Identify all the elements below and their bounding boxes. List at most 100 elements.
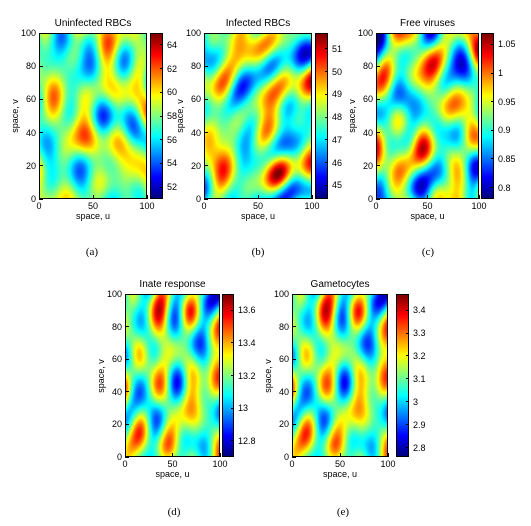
panel-3-xtick-mark [427,195,428,199]
panel-3-title: Free viruses [399,18,456,29]
panel-1-cbar-tick-label: 64 [167,39,178,50]
panel-3-cbar-tick-label: 0.95 [498,96,516,107]
panel-1-xtick-label: 100 [139,201,155,211]
panel-5-ytick-mark [292,358,296,360]
panel-3-ytick-mark [376,98,380,100]
panel-2-ytick-label: 100 [185,28,201,38]
panel-3-cbar-tick-label: 0.85 [498,153,516,164]
panel-3-cbar-tick-mark [491,43,494,45]
panel-5-xlabel: space, u [322,469,358,479]
panel-2-cbar-tick-label: 45 [332,180,343,191]
panel-5-cbar-tick-mark [406,424,409,426]
panel-4-cbar-tick-label: 12.8 [238,435,256,446]
panel-2-xtick-label: 50 [252,201,264,211]
panel-4-xtick-label: 100 [212,459,228,469]
panel-2-title: Infected RBCs [225,18,291,29]
panel-5-cbar-tick-label: 2.8 [413,442,426,453]
panel-4-xtick-label: 0 [122,459,128,469]
panel-1-ytick-mark [39,98,43,100]
panel-4-cbar-tick-mark [231,342,234,344]
panel-1-ytick-label: 20 [25,160,36,171]
panel-3-ytick-label: 40 [362,127,373,138]
panel-3-cbar-tick-mark [491,129,494,131]
panel-2-cbar-tick-label: 50 [332,66,343,77]
panel-3-cbar-tick-mark [491,187,494,189]
panel-1-cbar-tick-label: 58 [167,111,178,121]
panel-4-ytick-label: 100 [106,289,122,299]
panel-1-cbar-tick-mark [160,68,163,70]
panel-2-cbar-tick-label: 47 [332,134,343,145]
panel-2-cbar-tick-mark [325,116,328,118]
panel-2-ytick-label: 0 [195,194,201,204]
panel-4-xtick-mark [172,453,173,457]
panel-3-xtick-label: 50 [422,201,433,211]
panel-4-cbar-tick-mark [231,309,234,311]
panel-1-ytick-label: 80 [25,61,36,72]
panel-5-cbar-tick-mark [406,355,409,357]
panel-4-cbar-tick-mark [231,440,234,442]
panel-5-cbar-tick-label: 3 [413,396,419,407]
panel-5-xtick-mark [291,453,293,457]
panel-3-ytick-label: 60 [362,94,373,105]
panel-5-ytick-label: 80 [278,321,289,332]
panel-1-cbar-tick-mark [160,186,163,188]
panel-4-ytick-label: 20 [111,419,122,430]
panel-2-ytick-label: 40 [190,127,201,138]
panel-2-cbar-tick-mark [325,139,328,141]
panel-2-cbar-tick-label: 48 [332,112,343,123]
panel-1-ytick-mark [39,32,43,34]
panel-5-colorbar [396,294,409,457]
panel-2-cbar-tick-mark [325,93,328,95]
panel-2-cbar-tick-label: 46 [332,157,343,168]
panel-1-caption: (a) [85,246,99,258]
panel-4-cbar-tick-label: 13 [238,403,249,414]
panel-5-xtick-label: 50 [334,459,346,469]
panel-4-xtick-label: 50 [167,459,178,469]
panel-1-xlabel: space, u [75,211,111,221]
panel-3-ytick-mark [376,198,380,200]
panel-3-ytick-label: 0 [367,194,373,204]
panel-2-cbar-tick-label: 49 [332,89,343,100]
panel-5-cbar-tick-label: 3.2 [413,350,426,361]
panel-3-colorbar [481,33,494,199]
panel-4-ytick-label: 0 [116,452,122,462]
panel-5-cbar-tick-label: 3.4 [413,305,426,316]
panel-4-ytick-mark [125,293,129,295]
panel-2-ytick-label: 60 [190,94,201,105]
panel-1-ytick-label: 60 [25,94,36,105]
panel-1-ytick-mark [39,65,43,67]
panel-4-cbar-tick-label: 13.2 [238,370,256,381]
panel-1-cbar-tick-label: 56 [167,134,178,145]
panel-2-cbar-tick-label: 51 [332,43,343,54]
panel-1-xtick-mark [38,195,40,199]
panel-1-ytick-mark [39,165,43,167]
panel-5-ytick-mark [292,326,296,328]
panel-4-ytick-label: 40 [111,386,122,397]
panel-2-ytick-mark [204,165,208,167]
panel-5-ylabel: space, v [263,358,273,393]
panel-4-cbar-tick-label: 13.4 [238,337,256,348]
panel-2-xtick-mark [257,195,259,199]
panel-4-ytick-label: 60 [111,354,122,365]
panel-3-xtick-label: 0 [373,201,379,211]
panel-5-title: Gametocytes [310,279,370,290]
panel-3-ylabel: space, v [347,99,357,133]
panel-5-cbar-tick-label: 3.1 [413,373,426,384]
panel-3-caption: (c) [421,246,435,258]
panel-1-title: Uninfected RBCs [54,18,132,29]
panel-4-xlabel: space, u [155,469,190,479]
panel-1-cbar-tick-mark [160,91,163,93]
panel-5-cbar-tick-mark [406,332,409,334]
panel-3-cbar-tick-label: 0.9 [498,125,511,136]
panel-1-cbar-tick-label: 62 [167,63,178,74]
panel-2-heatmap [204,33,312,199]
panel-5-ytick-label: 20 [278,419,289,430]
panel-2-ytick-mark [204,98,208,100]
panel-3-heatmap [376,33,479,199]
panel-3-ytick-mark [376,165,380,167]
panel-3-ytick-label: 80 [362,61,373,72]
panel-3-xtick-label: 100 [471,201,487,211]
panel-2-ytick-mark [204,132,208,134]
panel-3-cbar-tick-mark [491,158,494,160]
panel-3-cbar-tick-label: 1.05 [498,39,516,50]
